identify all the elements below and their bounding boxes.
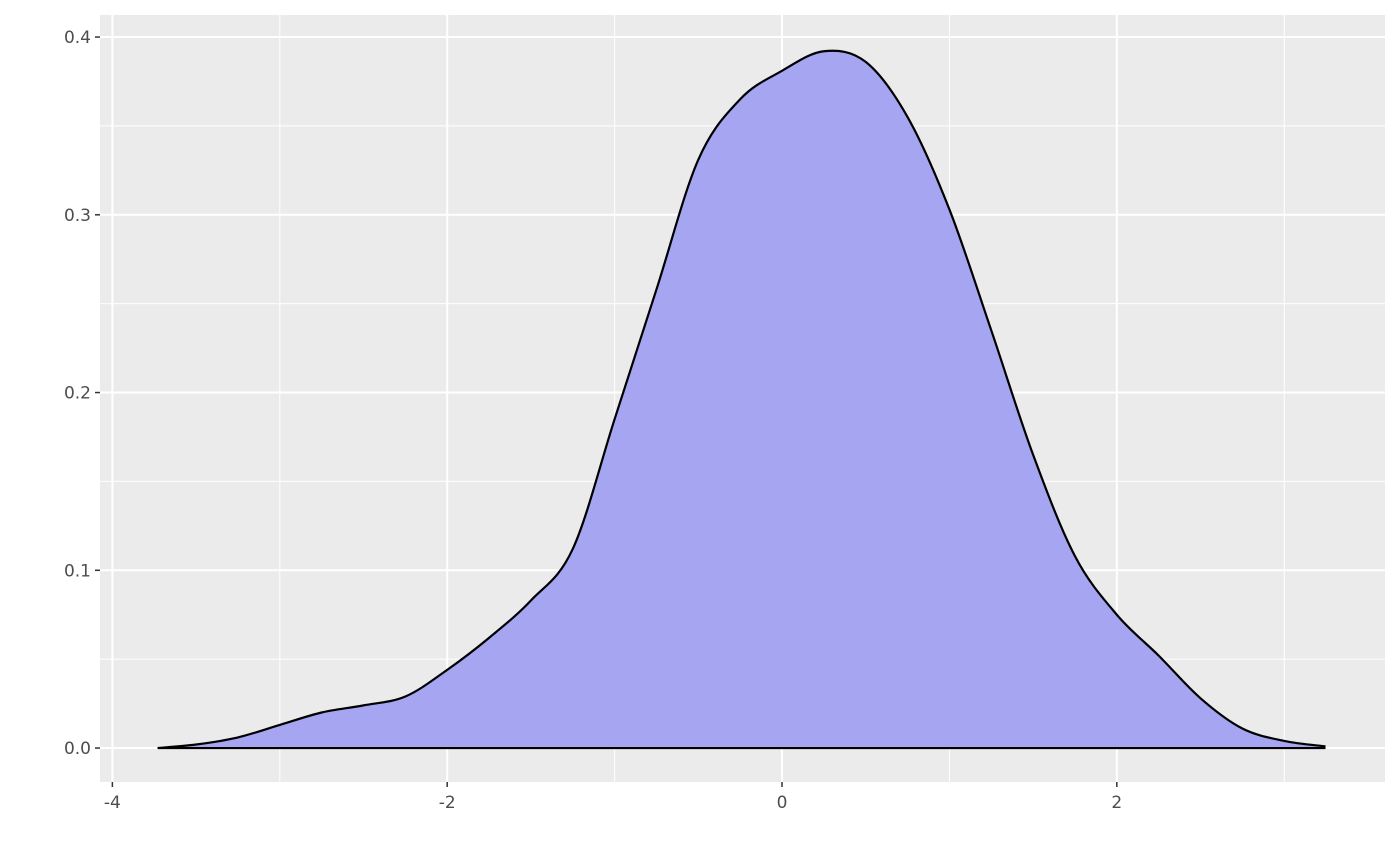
y-tick-label: 0.1 <box>64 561 91 581</box>
y-tick-label: 0.2 <box>64 384 91 404</box>
x-tick-label: 2 <box>1111 793 1122 813</box>
y-tick-label: 0.4 <box>64 28 91 48</box>
y-tick-label: 0.0 <box>64 739 91 759</box>
density-area <box>157 49 1326 750</box>
x-tick-label: -4 <box>104 793 121 813</box>
x-tick-label: 0 <box>777 793 788 813</box>
x-tick-label: -2 <box>439 793 456 813</box>
y-tick-label: 0.3 <box>64 206 91 226</box>
